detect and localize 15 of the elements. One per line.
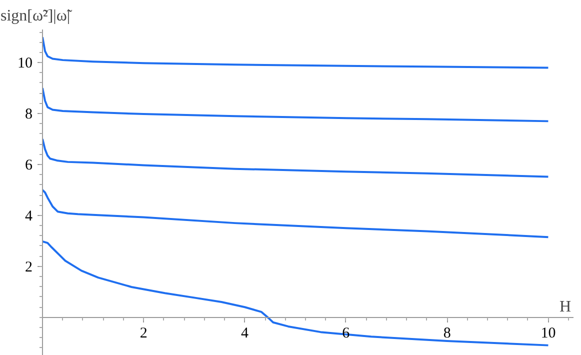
y-tick-label: 6 [25,157,33,174]
line-series [42,138,550,178]
line-series [42,36,550,69]
y-tick-label: 4 [25,208,33,224]
x-tick-label: 8 [443,325,451,342]
x-axis-title: H [560,298,572,316]
y-axis-title: sign[ω̃²]|ω̃| [0,8,73,24]
y-tick-label: 8 [25,106,32,123]
x-tick-label: 2 [140,325,148,342]
line-series [42,87,550,122]
y-tick-label: 10 [18,56,32,72]
x-tick-label: 4 [241,325,250,342]
x-tick-label: 10 [540,325,556,342]
line-series [42,188,550,238]
y-tick-label: 2 [25,259,32,276]
